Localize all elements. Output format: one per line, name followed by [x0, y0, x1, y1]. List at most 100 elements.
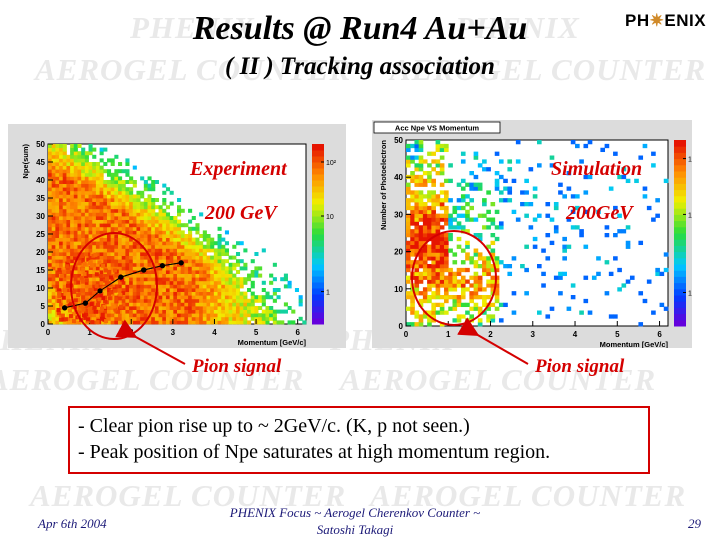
heatmap-cell [106, 309, 112, 314]
heatmap-cell [456, 283, 462, 288]
y-tick-label: 40 [36, 176, 45, 185]
heatmap-cell [121, 280, 126, 285]
heatmap-cell [62, 234, 67, 238]
heatmap-cell [92, 284, 97, 289]
note-line: - Peak position of Npe saturates at high… [78, 441, 551, 463]
y-tick-label: 45 [36, 158, 45, 167]
heatmap-cell [51, 176, 56, 181]
heatmap-cell [147, 230, 152, 235]
heatmap-cell [431, 283, 436, 288]
heatmap-cell [213, 270, 218, 274]
heatmap-cell [507, 186, 513, 191]
heatmap-cell [431, 190, 436, 195]
heatmap-cell [165, 234, 171, 238]
watermark-text: AEROGEL COUNTER [0, 362, 305, 397]
heatmap-cell [106, 313, 112, 318]
heatmap-cell [114, 208, 119, 213]
heatmap-cell [73, 284, 78, 289]
heatmap-cell [151, 241, 156, 246]
heatmap-cell [48, 255, 53, 260]
heatmap-cell [494, 275, 500, 280]
heatmap-cell [444, 279, 449, 284]
heatmap-cell [444, 287, 449, 292]
heatmap-cell [95, 219, 100, 224]
heatmap-cell [73, 176, 78, 181]
heatmap-cell [431, 198, 436, 203]
heatmap-cell [132, 313, 137, 318]
heatmap-cell [439, 167, 445, 172]
heatmap-cell [165, 273, 171, 278]
heatmap-cell [414, 322, 420, 327]
heatmap-cell [444, 143, 449, 149]
heatmap-cell [73, 295, 78, 300]
heatmap-cell [55, 176, 60, 181]
heatmap-cell [81, 212, 86, 217]
heatmap-cell [67, 303, 72, 308]
heatmap-cell [261, 248, 266, 253]
heatmap-cell [414, 240, 420, 246]
heatmap-cell [81, 165, 86, 170]
heatmap-cell [70, 280, 75, 285]
heatmap-cell [184, 313, 189, 318]
heatmap-cell [422, 291, 428, 296]
heatmap-cell [59, 302, 64, 307]
heatmap-cell [422, 252, 428, 257]
heatmap-cell [199, 241, 204, 246]
heatmap-cell [625, 244, 631, 249]
heatmap-cell [427, 205, 432, 211]
heatmap-cell [143, 180, 148, 184]
heatmap-cell [217, 273, 222, 278]
heatmap-cell [235, 302, 241, 307]
heatmap-cell [88, 151, 93, 156]
heatmap-cell [84, 219, 89, 224]
heatmap-cell [59, 280, 64, 285]
heatmap-cell [48, 241, 53, 246]
heatmap-cell [95, 172, 100, 177]
heatmap-cell [239, 295, 244, 300]
heatmap-cell [195, 223, 200, 228]
colorbar-step [312, 234, 324, 241]
heatmap-cell [191, 288, 196, 292]
heatmap-cell [562, 271, 567, 277]
heatmap-cell [132, 298, 137, 303]
heatmap-cell [110, 284, 115, 289]
heatmap-cell [206, 248, 211, 253]
heatmap-cell [110, 162, 115, 166]
heatmap-cell [158, 219, 163, 224]
heatmap-cell [202, 288, 207, 292]
heatmap-cell [173, 270, 178, 274]
heatmap-cell [191, 306, 196, 310]
heatmap-cell [125, 288, 130, 292]
heatmap-cell [173, 316, 178, 321]
overlay-point [118, 274, 124, 280]
heatmap-cell [121, 288, 126, 293]
heatmap-cell [422, 271, 428, 277]
heatmap-cell [151, 288, 156, 292]
heatmap-cell [114, 172, 119, 177]
heatmap-cell [95, 194, 100, 199]
heatmap-cell [191, 291, 196, 296]
heatmap-cell [418, 229, 424, 234]
heatmap-cell [158, 302, 163, 307]
heatmap-cell [210, 270, 215, 274]
heatmap-cell [95, 165, 100, 170]
heatmap-cell [66, 208, 71, 213]
heatmap-cell [100, 316, 105, 321]
heatmap-cell [106, 190, 112, 195]
heatmap-cell [418, 302, 424, 308]
heatmap-cell [213, 255, 218, 260]
heatmap-cell [482, 256, 487, 261]
heatmap-cell [414, 213, 420, 218]
heatmap-cell [247, 313, 252, 318]
heatmap-cell [414, 202, 420, 207]
heatmap-cell [177, 255, 182, 260]
heatmap-cell [165, 309, 171, 314]
heatmap-cell [188, 244, 193, 249]
heatmap-cell [77, 237, 82, 242]
heatmap-cell [81, 307, 86, 312]
heatmap-cell [114, 259, 119, 264]
heatmap-cell [121, 205, 126, 210]
heatmap-cell [106, 205, 112, 210]
heatmap-cell [199, 320, 204, 325]
